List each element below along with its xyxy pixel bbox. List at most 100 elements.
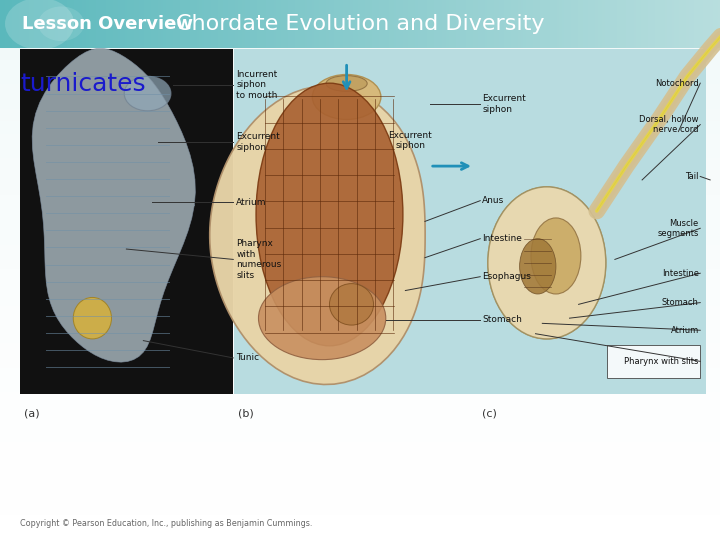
Ellipse shape: [125, 76, 171, 111]
Bar: [2, 0, 5, 48]
Bar: [655, 0, 657, 48]
Bar: [516, 0, 518, 48]
Bar: [326, 0, 329, 48]
Bar: [310, 0, 312, 48]
Bar: [259, 0, 261, 48]
Bar: [485, 0, 487, 48]
Bar: [374, 0, 377, 48]
Bar: [0, 60, 720, 72]
Bar: [372, 0, 374, 48]
Bar: [235, 0, 238, 48]
Bar: [367, 0, 369, 48]
Bar: [0, 232, 720, 245]
Bar: [684, 0, 686, 48]
Text: Excurrent
siphon: Excurrent siphon: [482, 94, 526, 113]
Bar: [531, 0, 533, 48]
Bar: [127, 0, 130, 48]
Bar: [0, 48, 720, 60]
Bar: [648, 0, 650, 48]
Bar: [338, 0, 341, 48]
Bar: [214, 0, 216, 48]
Bar: [559, 0, 562, 48]
Bar: [595, 0, 598, 48]
Bar: [482, 0, 485, 48]
Bar: [353, 0, 355, 48]
Bar: [163, 0, 166, 48]
Bar: [619, 0, 621, 48]
Circle shape: [5, 0, 74, 50]
Bar: [34, 0, 36, 48]
Bar: [0, 454, 720, 466]
Bar: [0, 134, 720, 146]
Bar: [382, 0, 384, 48]
Bar: [168, 0, 171, 48]
Bar: [578, 0, 581, 48]
Bar: [562, 0, 564, 48]
Bar: [495, 0, 497, 48]
Bar: [122, 0, 125, 48]
Text: Pharynx
with
numerous
slits: Pharynx with numerous slits: [236, 239, 282, 280]
Bar: [189, 0, 192, 48]
Bar: [139, 0, 142, 48]
Bar: [667, 0, 670, 48]
Bar: [0, 503, 720, 515]
Bar: [175, 0, 178, 48]
Text: Atrium: Atrium: [236, 198, 266, 207]
Bar: [439, 0, 441, 48]
Bar: [225, 0, 228, 48]
Bar: [0, 84, 720, 97]
Bar: [0, 122, 720, 134]
Bar: [307, 0, 310, 48]
Bar: [545, 0, 547, 48]
Bar: [103, 0, 106, 48]
Bar: [454, 0, 456, 48]
Bar: [0, 466, 720, 478]
Bar: [590, 0, 593, 48]
Bar: [322, 0, 324, 48]
Bar: [305, 0, 307, 48]
Bar: [0, 442, 720, 454]
Ellipse shape: [488, 187, 606, 339]
Bar: [351, 0, 353, 48]
Bar: [19, 0, 22, 48]
Text: Stomach: Stomach: [662, 298, 699, 307]
Bar: [48, 0, 50, 48]
Bar: [9, 0, 12, 48]
Text: Intestine: Intestine: [662, 269, 699, 278]
Bar: [0, 158, 720, 171]
Bar: [552, 0, 554, 48]
Ellipse shape: [520, 239, 556, 294]
Bar: [607, 0, 610, 48]
Text: Intestine: Intestine: [482, 234, 522, 243]
Bar: [348, 0, 351, 48]
Bar: [444, 0, 446, 48]
Bar: [238, 0, 240, 48]
Bar: [691, 0, 693, 48]
Bar: [221, 0, 223, 48]
Bar: [614, 0, 617, 48]
Bar: [0, 257, 720, 269]
Bar: [135, 0, 137, 48]
Bar: [490, 0, 492, 48]
Bar: [161, 0, 163, 48]
Bar: [276, 0, 279, 48]
Bar: [441, 0, 444, 48]
Bar: [394, 0, 396, 48]
Bar: [396, 0, 398, 48]
Bar: [631, 0, 634, 48]
Bar: [254, 0, 257, 48]
Bar: [639, 0, 641, 48]
Bar: [408, 0, 410, 48]
Bar: [240, 0, 243, 48]
Bar: [533, 0, 535, 48]
Bar: [197, 0, 199, 48]
Bar: [641, 0, 643, 48]
Bar: [74, 0, 77, 48]
Bar: [362, 0, 365, 48]
Bar: [581, 0, 583, 48]
Bar: [247, 0, 250, 48]
Ellipse shape: [312, 75, 381, 119]
Bar: [286, 0, 288, 48]
Bar: [502, 0, 504, 48]
Bar: [713, 0, 715, 48]
